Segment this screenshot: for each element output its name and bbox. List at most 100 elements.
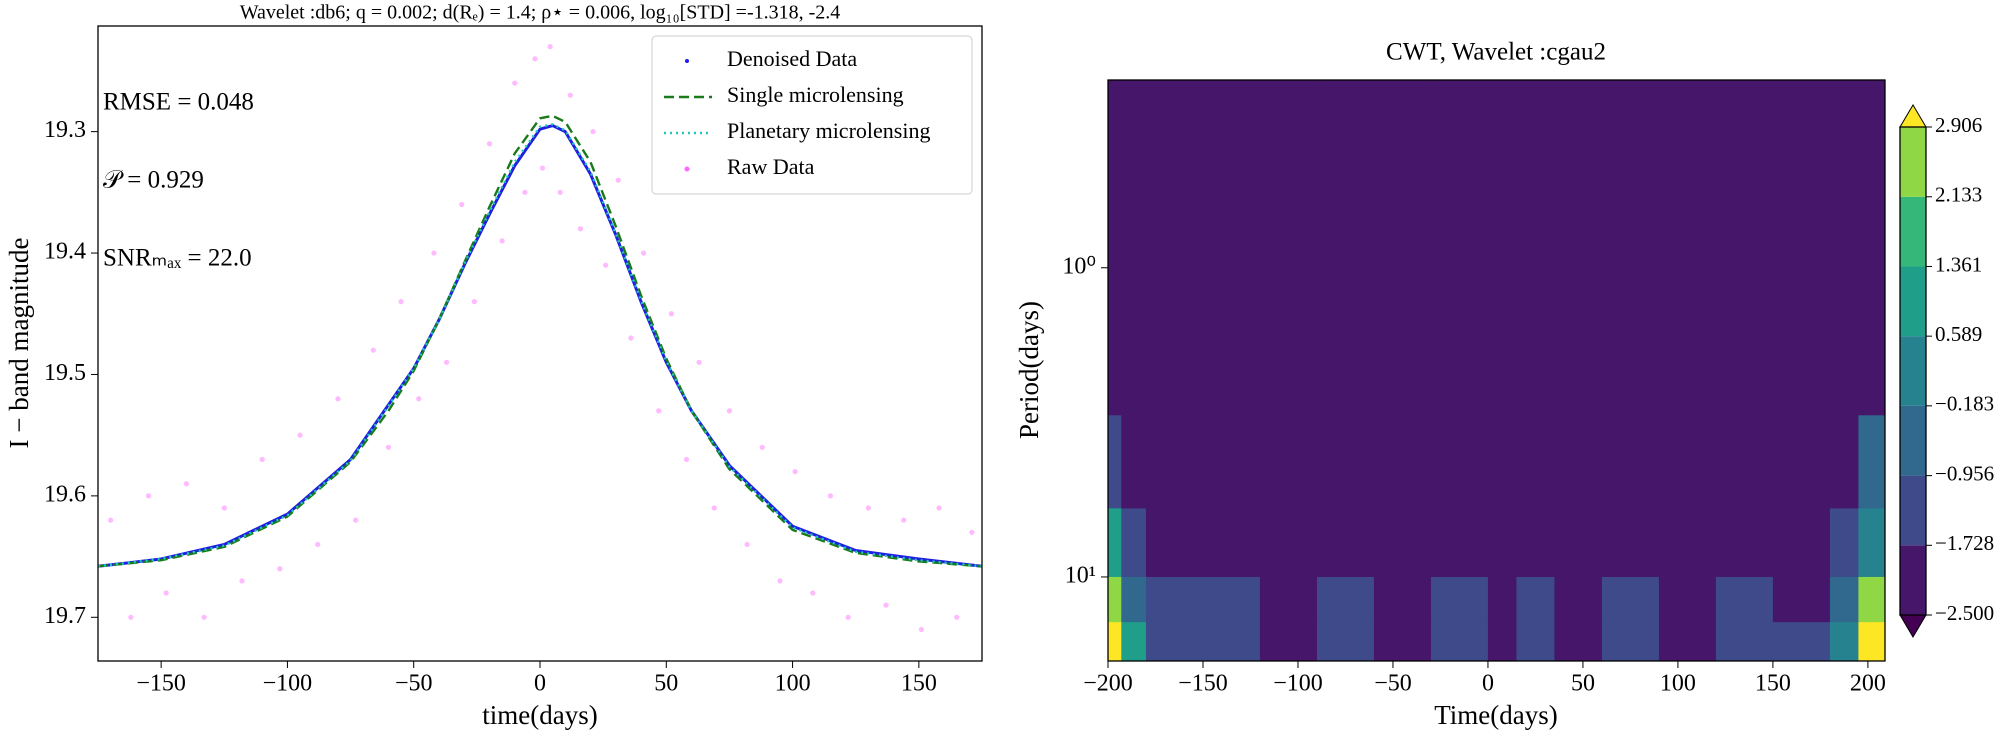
y-tick-label: 19.7 [44,603,86,629]
right-title: CWT, Wavelet :cgau2 [1386,39,1606,66]
contour-cell [1516,80,1555,269]
raw-point [640,250,647,256]
colorbar-tick-label: 1.361 [1935,252,1982,276]
raw-point [845,614,851,620]
contour-cell [1554,508,1603,578]
colorbar-bin [1900,266,1926,337]
colorbar-tick-label: 0.589 [1935,322,1982,346]
raw-point [416,396,422,402]
raw-point [918,626,924,633]
raw-point [628,335,634,341]
contour-cell [1202,415,1261,509]
raw-point [201,614,207,620]
contour-cell [1554,622,1603,662]
raw-point [792,468,798,475]
raw-point [711,505,717,511]
contour-cell [1715,622,1774,662]
contour-cell [1121,576,1147,623]
raw-point [145,493,152,499]
contour-cell [1858,508,1886,578]
colorbar-bin [1900,336,1926,406]
colorbar-bin [1900,475,1926,546]
annotation: RMSE = 0.048 [103,89,254,116]
contour-cell [1658,415,1717,509]
contour-cell [1772,622,1831,662]
contour-cell [1772,508,1831,578]
x-tick-label: 150 [1755,671,1791,697]
contour-cell [1829,576,1859,623]
raw-point [827,493,834,499]
y-tick-label: 19.5 [44,360,86,386]
contour-cell [1259,576,1318,623]
contour-cell [1121,267,1147,416]
contour-cell [1487,267,1517,416]
contour-cell [1601,508,1660,578]
x-tick-label: 100 [1660,671,1696,697]
contour-cell [1516,267,1555,416]
contour-cell [1858,267,1886,416]
raw-point [547,44,553,50]
raw-point [539,165,546,171]
contour-cell [1829,80,1859,269]
contour-cell [1121,622,1147,662]
raw-point [486,141,493,147]
y-tick-label: 10⁰ [1062,253,1096,279]
contour-cell [1202,622,1261,662]
contour-cell [1145,622,1204,662]
colorbar-bin [1900,545,1926,615]
raw-point [810,590,816,596]
colorbar-tick-label: −0.183 [1935,392,1994,416]
contour-cell [1373,508,1432,578]
raw-point [297,432,303,438]
colorbar-tick-label: 2.906 [1935,113,1982,137]
contour-cell [1108,576,1122,623]
contour-cell [1858,80,1886,269]
contour-cell [1373,415,1432,509]
raw-point [431,250,437,256]
contour-cell [1772,267,1831,416]
contour-cell [1829,508,1859,578]
contour-cell [1145,576,1204,623]
contour-cell [1316,576,1375,623]
contour-cell [1601,622,1660,662]
x-tick-label: −100 [1273,671,1323,697]
colorbar-bin [1900,405,1926,476]
contour-cell [1202,508,1261,578]
raw-point [385,444,392,450]
raw-point [335,396,341,402]
contour-cell [1202,267,1261,416]
contour-cell [1858,622,1886,662]
raw-point [277,566,283,572]
raw-point [683,456,690,463]
contour-cell [1430,415,1489,509]
colorbar-tick-label: −0.956 [1935,461,1994,485]
contour-cell [1487,622,1517,662]
x-tick-label: 150 [901,671,937,697]
raw-point [398,299,404,305]
contour-cell [1430,622,1489,662]
contour-cell [1601,415,1660,509]
contour-cell [1259,508,1318,578]
contour-cell [1554,267,1603,416]
contour-cell [1858,415,1886,509]
contour-cell [1430,508,1489,578]
colorbar-bin [1900,127,1926,197]
raw-point [163,590,169,596]
plot-area [98,44,982,633]
contour-cell [1715,508,1774,578]
raw-point [557,189,563,195]
raw-point [370,347,376,353]
raw-point [512,80,518,86]
contour-cell [1554,80,1603,269]
raw-point [603,262,609,268]
contour-cell [1829,267,1859,416]
contour-cell [1430,267,1489,416]
left-y-label: I − band magnitude [4,238,34,449]
x-tick-label: 200 [1850,671,1886,697]
contour-cell [1373,576,1432,623]
raw-point [696,359,702,365]
contour-cell [1715,415,1774,509]
x-tick-label: −200 [1083,671,1133,697]
contour-cell [1430,80,1489,269]
